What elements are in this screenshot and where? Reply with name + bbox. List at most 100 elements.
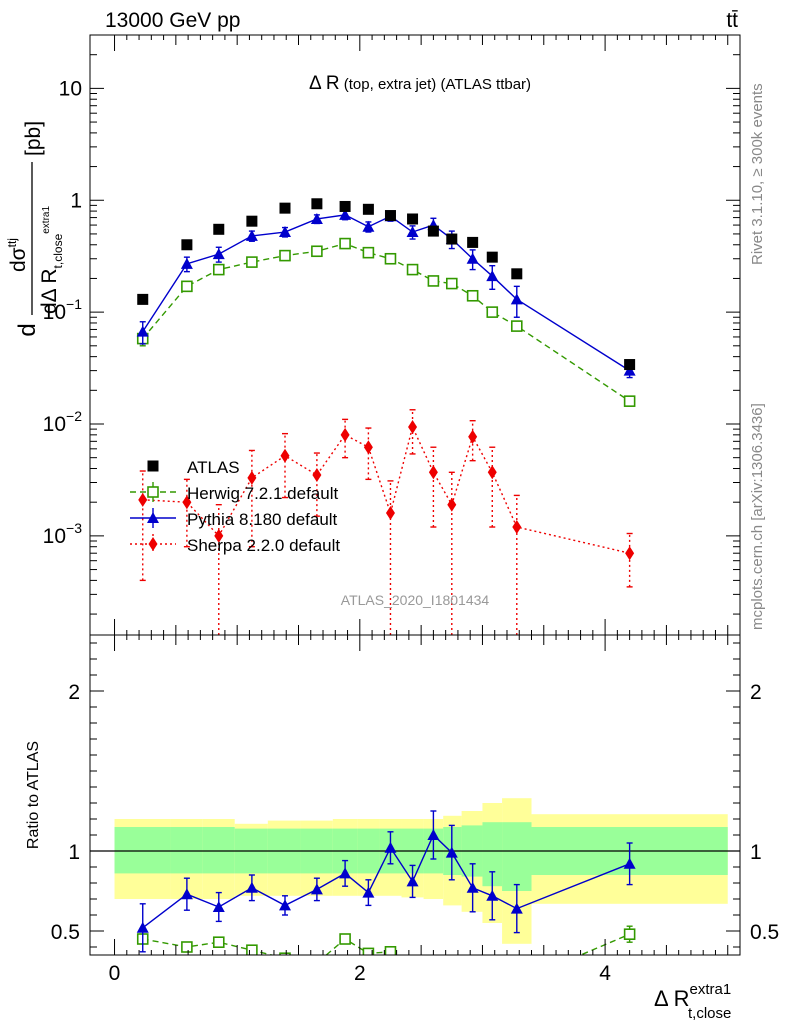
data-point: [385, 506, 395, 521]
ratio-point: [136, 921, 149, 933]
data-point: [486, 251, 498, 263]
data-point: [311, 245, 323, 258]
main-title-rest: (top, extra jet) (ATLAS ttbar): [340, 76, 531, 93]
ratio-point: [427, 829, 440, 840]
ratio-point: [408, 966, 418, 976]
data-point: [427, 225, 439, 237]
ratio-point: [181, 941, 193, 953]
ratio-axes: 0.5 0.5 1 1 2 2 0 2 4: [51, 635, 779, 985]
data-point: [406, 263, 419, 276]
data-point: [486, 270, 499, 282]
data-point: [181, 239, 193, 251]
data-point: [245, 229, 258, 241]
main-axes: 10 1 10−1 10−2 10−3: [43, 34, 740, 635]
data-point: [512, 520, 522, 535]
data-point: [445, 277, 458, 290]
data-point: [182, 495, 192, 510]
ratio-point: [310, 883, 323, 895]
data-point: [181, 280, 193, 293]
data-point: [466, 289, 479, 302]
legend-item: ATLAS: [147, 458, 240, 477]
data-point: [214, 528, 224, 543]
main-ytick-label: 10: [59, 77, 82, 100]
legend-label: Pythia 8.180 default: [187, 510, 338, 529]
legend-marker: [147, 512, 159, 523]
data-point: [384, 210, 396, 222]
ratio-ytick-label-right: 2: [750, 681, 762, 704]
legend-item: Sherpa 2.2.0 default: [130, 534, 340, 555]
ylabel-d-prefix: d: [14, 323, 41, 336]
ratio-point: [623, 857, 636, 869]
data-point: [213, 223, 225, 235]
ratio-point: [312, 958, 322, 968]
main-panel: 10 1 10−1 10−2 10−3 Δ R (top, extra jet) (AT…: [5, 34, 741, 636]
ratio-xtick-label: 0: [109, 962, 121, 985]
ratio-point: [212, 901, 225, 912]
data-point: [279, 226, 291, 238]
data-point: [310, 212, 323, 224]
series-1: [136, 237, 636, 407]
ratio-point: [246, 944, 258, 955]
ratio-point: [406, 875, 419, 887]
ratio-point: [279, 899, 291, 911]
data-point: [339, 200, 351, 212]
ratio-frame: [89, 634, 741, 956]
data-point: [247, 470, 257, 485]
ratio-point: [428, 971, 438, 981]
data-point: [137, 293, 149, 305]
mcplots-label: mcplots.cern.ch [arXiv:1306.3436]: [749, 403, 766, 630]
data-point: [487, 465, 497, 480]
data-point: [339, 237, 351, 250]
series-0: [137, 198, 636, 371]
main-ylabel: d dσttj dΔ Rt,closeextra1 [pb]: [5, 121, 65, 337]
data-point: [486, 306, 499, 318]
data-point: [408, 420, 418, 435]
ratio-point: [384, 945, 397, 955]
data-point: [510, 320, 523, 332]
ratio-point: [512, 977, 522, 987]
series-2: [136, 208, 636, 379]
data-point: [624, 359, 636, 371]
ratio-ytick-label: 2: [68, 681, 80, 704]
ratio-line: [142, 833, 630, 929]
energy-label: 13000 GeV pp: [105, 9, 240, 32]
ratio-ytick-label-right: 1: [750, 841, 762, 864]
ylabel-denominator: dΔ Rt,closeextra1: [38, 206, 65, 314]
data-point: [246, 256, 258, 268]
data-point: [384, 252, 397, 265]
ratio-xtick-label: 4: [599, 962, 611, 985]
data-point: [212, 263, 225, 276]
rivet-label: Rivet 3.1.10, ≥ 300k events: [749, 83, 766, 265]
data-point: [625, 546, 635, 561]
ratio-ytick-label: 1: [68, 841, 80, 864]
data-point: [428, 465, 438, 480]
uncertainty-band-inner: [202, 827, 235, 874]
data-point: [466, 252, 479, 264]
data-point: [468, 429, 478, 444]
legend-label: Sherpa 2.2.0 default: [187, 536, 340, 555]
process-label: tt̄: [726, 9, 738, 32]
ratio-line: [142, 933, 630, 955]
ratio-point: [245, 881, 258, 893]
data-point: [427, 275, 440, 287]
ratio-bands: [114, 798, 728, 944]
legend-label: ATLAS: [187, 458, 240, 477]
ratio-point: [623, 928, 636, 941]
series-line: [142, 242, 631, 402]
uncertainty-band-inner: [114, 827, 171, 874]
data-point: [279, 249, 291, 262]
data-point: [136, 325, 149, 337]
legend: ATLAS Herwig 7.2.1 default Pythia 8.180 de…: [130, 458, 340, 555]
data-point: [467, 236, 479, 248]
legend-marker: [147, 486, 159, 498]
data-point: [339, 208, 352, 220]
ratio-point: [339, 867, 352, 879]
ratio-point: [384, 841, 397, 853]
data-point: [180, 257, 193, 269]
uncertainty-band-inner: [482, 822, 503, 887]
ratio-point: [487, 979, 497, 989]
analysis-id-label: ATLAS_2020_I1801434: [341, 592, 490, 608]
ratio-point: [339, 933, 351, 945]
ratio-point: [466, 881, 479, 893]
data-point: [623, 395, 636, 407]
